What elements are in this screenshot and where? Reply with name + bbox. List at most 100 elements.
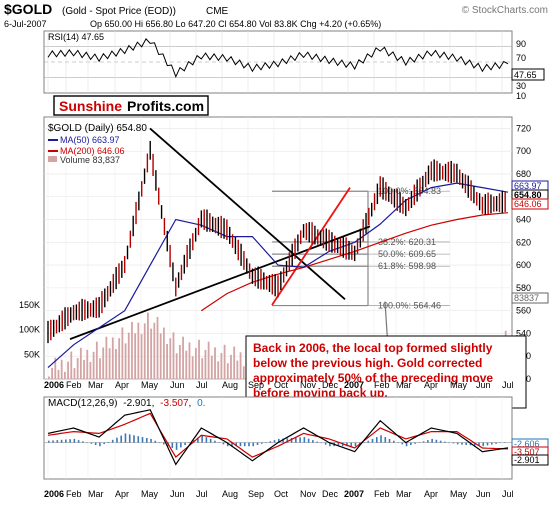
macd-hist-bar (401, 442, 404, 445)
macd-hist-bar (243, 442, 246, 447)
volume-bar (54, 357, 57, 379)
fib-label: 38.2%: 620.31 (378, 237, 436, 247)
volume-bar (172, 332, 175, 379)
macd-tags: -2.606 -3.507 -2.901 (511, 438, 549, 466)
volume-bar (226, 363, 229, 379)
macd-hist-bar (329, 442, 331, 447)
macd-hist-bar (431, 438, 433, 443)
x-tick-label: Nov (300, 489, 317, 499)
macd-hist-bar (486, 442, 489, 446)
macd-hist-bar (367, 440, 370, 443)
rsi-grid (44, 31, 512, 93)
fib-label: 100.0%: 664.83 (378, 186, 441, 196)
x-tick-label: Dec (322, 380, 339, 390)
volume-bar (242, 366, 245, 379)
volume-tick: 150K (19, 300, 40, 310)
macd-hist-bar (495, 442, 497, 444)
x-tick-label: May (450, 380, 468, 390)
x-tick-label: Feb (374, 489, 390, 499)
chart-date: 6-Jul-2007 (4, 19, 47, 29)
volume-bar (156, 316, 159, 379)
rsi-tick: 30 (516, 81, 526, 91)
x-axis-bottom: 2006 Feb Mar Apr May Jun Jul Aug Sep Oct Nov Dec 200… (44, 489, 514, 499)
rsi-tick: 90 (516, 39, 526, 49)
macd-hist-bar (205, 437, 208, 443)
macd-hist-bar (414, 442, 416, 444)
logo-box (53, 95, 209, 116)
macd-signal-value: -3.507 (160, 398, 189, 409)
ma50-line (47, 182, 509, 369)
macd-hist-bar (107, 441, 110, 443)
annotation-box (245, 335, 527, 409)
x-tick-label: Oct (274, 380, 289, 390)
x-axis-top: 2006 Feb Mar Apr May Jun Jul Aug Sep Oct Nov Dec 200… (44, 380, 514, 390)
macd-hist-bar (265, 442, 267, 444)
volume-bar (198, 339, 200, 379)
macd-hist-bar (65, 439, 67, 443)
volume-bar (207, 341, 210, 379)
macd-hist-bar (499, 442, 502, 444)
logo-profits: Profits.com (127, 98, 204, 114)
volume-y-axis: 150K 100K 50K (19, 300, 40, 359)
macd-hist-bar (201, 435, 203, 443)
volume-bar (73, 368, 76, 379)
macd-hist-bar (231, 442, 233, 447)
macd-hist-bar (320, 442, 323, 444)
macd-hist-bar (346, 442, 348, 447)
macd-hist-bar (239, 442, 242, 447)
x-tick-label: Dec (322, 489, 339, 499)
price-tick: 580 (516, 283, 531, 293)
volume-bar (214, 347, 216, 379)
volume-bar (89, 361, 92, 379)
macd-tag: -2.606 (514, 439, 540, 449)
macd-hist-bar (150, 438, 152, 443)
volume-bar (188, 342, 191, 379)
volume-bar (150, 328, 153, 379)
macd-hist-bar (248, 442, 250, 447)
logo-sunshine: Sunshine (59, 98, 122, 114)
price-tick: 600 (516, 260, 531, 270)
fib-label: 100.0%: 564.46 (378, 301, 441, 311)
legend-volume-swatch (48, 156, 57, 162)
macd-hist-bar (214, 440, 216, 443)
volume-bar (95, 341, 98, 379)
macd-hist-bar (371, 438, 374, 443)
macd-hist-bar (145, 438, 148, 443)
price-legend: $GOLD (Daily) 654.80 MA(50) 663.97 MA(20… (48, 123, 147, 165)
x-tick-label: Jul (196, 380, 208, 390)
x-tick-label: Feb (66, 489, 82, 499)
macd-hist-bar (56, 440, 59, 443)
volume-bar (57, 369, 60, 379)
volume-tick: 50K (24, 349, 40, 359)
x-tick-label: Aug (222, 489, 238, 499)
macd-hist-bar (380, 435, 382, 443)
macd-hist-bar (69, 439, 71, 443)
volume-bar (178, 345, 181, 379)
macd-line (47, 409, 509, 466)
x-tick-label: Jun (170, 380, 185, 390)
volume-bar (230, 354, 232, 379)
rsi-tick: 10 (516, 91, 526, 101)
macd-hist-bar (393, 440, 395, 443)
macd-hist-value: 0. (197, 398, 205, 409)
macd-hist-bar (299, 437, 301, 443)
macd-hist-bar (218, 442, 220, 444)
volume-bar (233, 346, 236, 379)
price-tick: 560 (516, 306, 531, 316)
volume-bar (201, 358, 204, 379)
macd-hist-bar (163, 442, 165, 445)
macd-hist-bar (235, 442, 238, 447)
legend-volume: Volume 83,837 (60, 155, 120, 165)
macd-hist-bar (94, 442, 97, 445)
x-tick-label: May (141, 380, 159, 390)
macd-hist-bar (103, 442, 105, 445)
macd-hist-bar (307, 438, 310, 443)
price-tick: 700 (516, 146, 531, 156)
volume-bar (163, 327, 165, 379)
volume-bar (60, 359, 63, 379)
macd-hist-bar (273, 440, 276, 443)
x-tick-label: Nov (300, 380, 317, 390)
macd-hist-bar (452, 442, 455, 444)
